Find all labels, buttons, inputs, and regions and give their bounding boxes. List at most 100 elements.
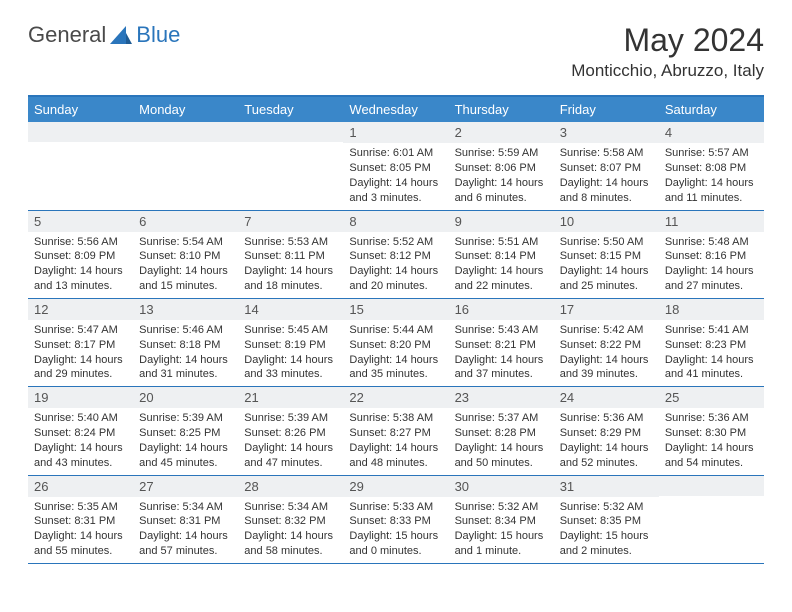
sunrise-line: Sunrise: 5:56 AM — [34, 235, 127, 250]
daylight-line: Daylight: 14 hours and 8 minutes. — [560, 176, 653, 206]
daylight-line: Daylight: 15 hours and 1 minute. — [455, 529, 548, 559]
calendar-cell: 3 Sunrise: 5:58 AMSunset: 8:07 PMDaylight… — [554, 122, 659, 210]
day-content: Sunrise: 5:34 AMSunset: 8:32 PMDaylight:… — [238, 497, 343, 563]
sunset-line: Sunset: 8:27 PM — [349, 426, 442, 441]
sunset-line: Sunset: 8:08 PM — [665, 161, 758, 176]
calendar-cell: 13Sunrise: 5:46 AMSunset: 8:18 PMDayligh… — [133, 298, 238, 386]
daylight-line: Daylight: 14 hours and 3 minutes. — [349, 176, 442, 206]
daylight-line: Daylight: 14 hours and 15 minutes. — [139, 264, 232, 294]
blank-day-header — [659, 476, 764, 496]
calendar-week-row: 5Sunrise: 5:56 AMSunset: 8:09 PMDaylight… — [28, 210, 764, 298]
day-content: Sunrise: 5:36 AMSunset: 8:29 PMDaylight:… — [554, 408, 659, 474]
weekday-monday: Monday — [133, 96, 238, 122]
sunset-line: Sunset: 8:17 PM — [34, 338, 127, 353]
logo: General Blue — [28, 22, 180, 48]
sunset-line: Sunset: 8:15 PM — [560, 249, 653, 264]
daylight-line: Daylight: 14 hours and 45 minutes. — [139, 441, 232, 471]
sunset-line: Sunset: 8:31 PM — [139, 514, 232, 529]
sunset-line: Sunset: 8:20 PM — [349, 338, 442, 353]
daylight-line: Daylight: 14 hours and 11 minutes. — [665, 176, 758, 206]
day-content: Sunrise: 5:45 AMSunset: 8:19 PMDaylight:… — [238, 320, 343, 386]
weekday-wednesday: Wednesday — [343, 96, 448, 122]
day-number: 15 — [343, 299, 448, 320]
daylight-line: Daylight: 14 hours and 57 minutes. — [139, 529, 232, 559]
calendar-cell: 2Sunrise: 5:59 AMSunset: 8:06 PMDaylight… — [449, 122, 554, 210]
weekday-tuesday: Tuesday — [238, 96, 343, 122]
day-content: Sunrise: 5:52 AMSunset: 8:12 PMDaylight:… — [343, 232, 448, 298]
day-content: Sunrise: 6:01 AMSunset: 8:05 PMDaylight:… — [343, 143, 448, 209]
sunrise-line: Sunrise: 5:45 AM — [244, 323, 337, 338]
calendar-cell: 26Sunrise: 5:35 AMSunset: 8:31 PMDayligh… — [28, 475, 133, 563]
sunset-line: Sunset: 8:12 PM — [349, 249, 442, 264]
calendar-table: Sunday Monday Tuesday Wednesday Thursday… — [28, 95, 764, 564]
day-number: 3 — [554, 122, 659, 143]
sunset-line: Sunset: 8:11 PM — [244, 249, 337, 264]
calendar-cell: 4Sunrise: 5:57 AMSunset: 8:08 PMDaylight… — [659, 122, 764, 210]
calendar-cell: 17Sunrise: 5:42 AMSunset: 8:22 PMDayligh… — [554, 298, 659, 386]
calendar-cell: 20Sunrise: 5:39 AMSunset: 8:25 PMDayligh… — [133, 387, 238, 475]
day-number: 19 — [28, 387, 133, 408]
sunset-line: Sunset: 8:18 PM — [139, 338, 232, 353]
sunrise-line: Sunrise: 5:34 AM — [244, 500, 337, 515]
sunset-line: Sunset: 8:14 PM — [455, 249, 548, 264]
calendar-cell: 21Sunrise: 5:39 AMSunset: 8:26 PMDayligh… — [238, 387, 343, 475]
logo-triangle-icon — [110, 26, 132, 44]
calendar-cell: 28Sunrise: 5:34 AMSunset: 8:32 PMDayligh… — [238, 475, 343, 563]
sunrise-line: Sunrise: 5:48 AM — [665, 235, 758, 250]
day-number: 20 — [133, 387, 238, 408]
calendar-cell: 12Sunrise: 5:47 AMSunset: 8:17 PMDayligh… — [28, 298, 133, 386]
sunrise-line: Sunrise: 5:46 AM — [139, 323, 232, 338]
sunrise-line: Sunrise: 5:57 AM — [665, 146, 758, 161]
sunset-line: Sunset: 8:34 PM — [455, 514, 548, 529]
sunset-line: Sunset: 8:31 PM — [34, 514, 127, 529]
day-number: 26 — [28, 476, 133, 497]
day-number: 14 — [238, 299, 343, 320]
day-number: 30 — [449, 476, 554, 497]
sunrise-line: Sunrise: 5:35 AM — [34, 500, 127, 515]
day-content: Sunrise: 5:33 AMSunset: 8:33 PMDaylight:… — [343, 497, 448, 563]
day-number: 9 — [449, 211, 554, 232]
sunset-line: Sunset: 8:06 PM — [455, 161, 548, 176]
daylight-line: Daylight: 14 hours and 22 minutes. — [455, 264, 548, 294]
sunset-line: Sunset: 8:09 PM — [34, 249, 127, 264]
blank-day-header — [28, 122, 133, 142]
calendar-cell: 24Sunrise: 5:36 AMSunset: 8:29 PMDayligh… — [554, 387, 659, 475]
calendar-cell: 5Sunrise: 5:56 AMSunset: 8:09 PMDaylight… — [28, 210, 133, 298]
sunrise-line: Sunrise: 5:58 AM — [560, 146, 653, 161]
sunrise-line: Sunrise: 5:54 AM — [139, 235, 232, 250]
day-content: Sunrise: 5:56 AMSunset: 8:09 PMDaylight:… — [28, 232, 133, 298]
calendar-cell: 16Sunrise: 5:43 AMSunset: 8:21 PMDayligh… — [449, 298, 554, 386]
day-content: Sunrise: 5:42 AMSunset: 8:22 PMDaylight:… — [554, 320, 659, 386]
sunrise-line: Sunrise: 5:43 AM — [455, 323, 548, 338]
day-number: 24 — [554, 387, 659, 408]
sunrise-line: Sunrise: 5:50 AM — [560, 235, 653, 250]
day-content: Sunrise: 5:44 AMSunset: 8:20 PMDaylight:… — [343, 320, 448, 386]
day-content: Sunrise: 5:39 AMSunset: 8:25 PMDaylight:… — [133, 408, 238, 474]
logo-text-blue: Blue — [136, 22, 180, 48]
daylight-line: Daylight: 14 hours and 54 minutes. — [665, 441, 758, 471]
calendar-cell — [28, 122, 133, 210]
day-content: Sunrise: 5:36 AMSunset: 8:30 PMDaylight:… — [659, 408, 764, 474]
day-number: 18 — [659, 299, 764, 320]
sunrise-line: Sunrise: 5:44 AM — [349, 323, 442, 338]
sunrise-line: Sunrise: 5:39 AM — [244, 411, 337, 426]
sunset-line: Sunset: 8:07 PM — [560, 161, 653, 176]
calendar-cell: 14Sunrise: 5:45 AMSunset: 8:19 PMDayligh… — [238, 298, 343, 386]
sunset-line: Sunset: 8:22 PM — [560, 338, 653, 353]
daylight-line: Daylight: 14 hours and 43 minutes. — [34, 441, 127, 471]
logo-text-general: General — [28, 22, 106, 48]
sunrise-line: Sunrise: 5:47 AM — [34, 323, 127, 338]
day-number: 13 — [133, 299, 238, 320]
sunset-line: Sunset: 8:25 PM — [139, 426, 232, 441]
day-number: 28 — [238, 476, 343, 497]
calendar-cell: 19Sunrise: 5:40 AMSunset: 8:24 PMDayligh… — [28, 387, 133, 475]
day-number: 17 — [554, 299, 659, 320]
calendar-cell: 10Sunrise: 5:50 AMSunset: 8:15 PMDayligh… — [554, 210, 659, 298]
sunset-line: Sunset: 8:10 PM — [139, 249, 232, 264]
sunset-line: Sunset: 8:21 PM — [455, 338, 548, 353]
day-number: 1 — [343, 122, 448, 143]
day-content: Sunrise: 5:51 AMSunset: 8:14 PMDaylight:… — [449, 232, 554, 298]
day-content: Sunrise: 5:32 AMSunset: 8:35 PMDaylight:… — [554, 497, 659, 563]
sunrise-line: Sunrise: 5:33 AM — [349, 500, 442, 515]
sunrise-line: Sunrise: 5:34 AM — [139, 500, 232, 515]
